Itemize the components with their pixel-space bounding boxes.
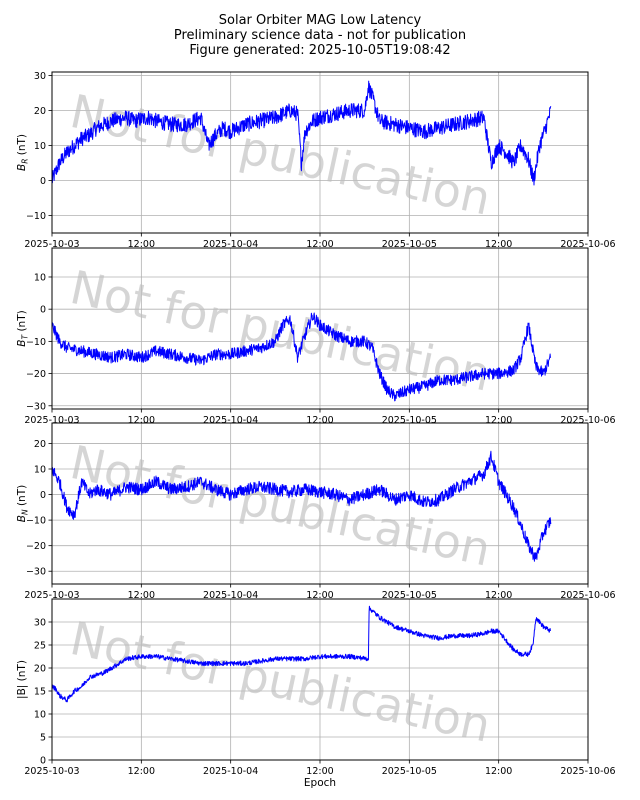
y-tick-label: 10	[34, 141, 46, 152]
x-tick-label: 12:00	[485, 590, 512, 601]
x-tick-label: 12:00	[306, 766, 333, 777]
x-tick-label: 2025-10-05	[382, 239, 437, 250]
y-tick-label: 15	[34, 687, 46, 698]
x-axis-label: Epoch	[304, 777, 336, 789]
figure-title-line-2: Preliminary science data - not for publi…	[173, 28, 467, 43]
y-tick-label: 0	[40, 305, 46, 316]
y-tick-label: −10	[26, 337, 46, 348]
x-tick-label: 2025-10-04	[203, 766, 258, 777]
y-tick-label: −20	[26, 541, 46, 552]
x-tick-label: 2025-10-06	[560, 239, 615, 250]
x-tick-label: 2025-10-03	[24, 415, 79, 426]
x-tick-label: 12:00	[128, 415, 155, 426]
series-line	[51, 605, 552, 703]
x-tick-label: 2025-10-04	[203, 415, 258, 426]
x-tick-label: 2025-10-05	[382, 766, 437, 777]
y-tick-label: 0	[40, 756, 46, 767]
figure-title-line-3: Figure generated: 2025-10-05T19:08:42	[189, 43, 451, 58]
y-tick-label: 10	[34, 465, 46, 476]
y-tick-label: 30	[34, 618, 46, 629]
x-tick-label: 12:00	[485, 239, 512, 250]
x-tick-label: 2025-10-05	[382, 415, 437, 426]
x-tick-label: 12:00	[306, 590, 333, 601]
x-tick-label: 2025-10-06	[560, 590, 615, 601]
y-tick-label: −30	[26, 567, 46, 578]
y-tick-label: −30	[26, 401, 46, 412]
x-tick-label: 2025-10-06	[560, 415, 615, 426]
x-tick-label: 2025-10-03	[24, 590, 79, 601]
y-tick-label: 10	[34, 272, 46, 283]
y-tick-label: −10	[26, 211, 46, 222]
y-tick-label: 5	[40, 733, 46, 744]
x-tick-label: 12:00	[306, 415, 333, 426]
y-tick-label: 20	[34, 664, 46, 675]
y-tick-label: −10	[26, 516, 46, 527]
y-axis-label: BN (nT)	[16, 485, 30, 522]
x-tick-label: 2025-10-03	[24, 766, 79, 777]
series-line	[51, 80, 552, 186]
x-tick-label: 12:00	[128, 239, 155, 250]
y-axis-label: BR (nT)	[16, 134, 30, 171]
x-tick-label: 12:00	[128, 766, 155, 777]
x-tick-label: 12:00	[485, 766, 512, 777]
x-tick-label: 2025-10-06	[560, 766, 615, 777]
y-tick-label: −20	[26, 369, 46, 380]
y-axis-label: BT (nT)	[16, 310, 30, 346]
y-tick-label: 20	[34, 439, 46, 450]
x-tick-label: 12:00	[485, 415, 512, 426]
y-tick-label: 20	[34, 106, 46, 117]
figure-title-line-1: Solar Orbiter MAG Low Latency	[218, 13, 422, 28]
x-tick-label: 12:00	[306, 239, 333, 250]
watermark-text: Not for publication	[66, 84, 496, 226]
series-line	[51, 450, 552, 562]
watermark-text: Not for publication	[66, 611, 496, 753]
x-tick-label: 2025-10-04	[203, 590, 258, 601]
panel-4: Not for publication 2025-10-03 12:00 2025-1…	[16, 598, 616, 789]
y-tick-label: 0	[40, 490, 46, 501]
y-tick-label: 30	[34, 71, 46, 82]
panel-1: Not for publication 2025-10-03 12:00 2025-1…	[16, 71, 616, 250]
x-tick-label: 2025-10-04	[203, 239, 258, 250]
y-tick-label: 10	[34, 710, 46, 721]
y-tick-label: 25	[34, 641, 46, 652]
y-axis-label: |B| (nT)	[16, 660, 28, 699]
y-tick-label: 0	[40, 176, 46, 187]
series-line	[51, 312, 552, 402]
x-tick-label: 2025-10-05	[382, 590, 437, 601]
x-tick-label: 12:00	[128, 590, 155, 601]
x-tick-label: 2025-10-03	[24, 239, 79, 250]
